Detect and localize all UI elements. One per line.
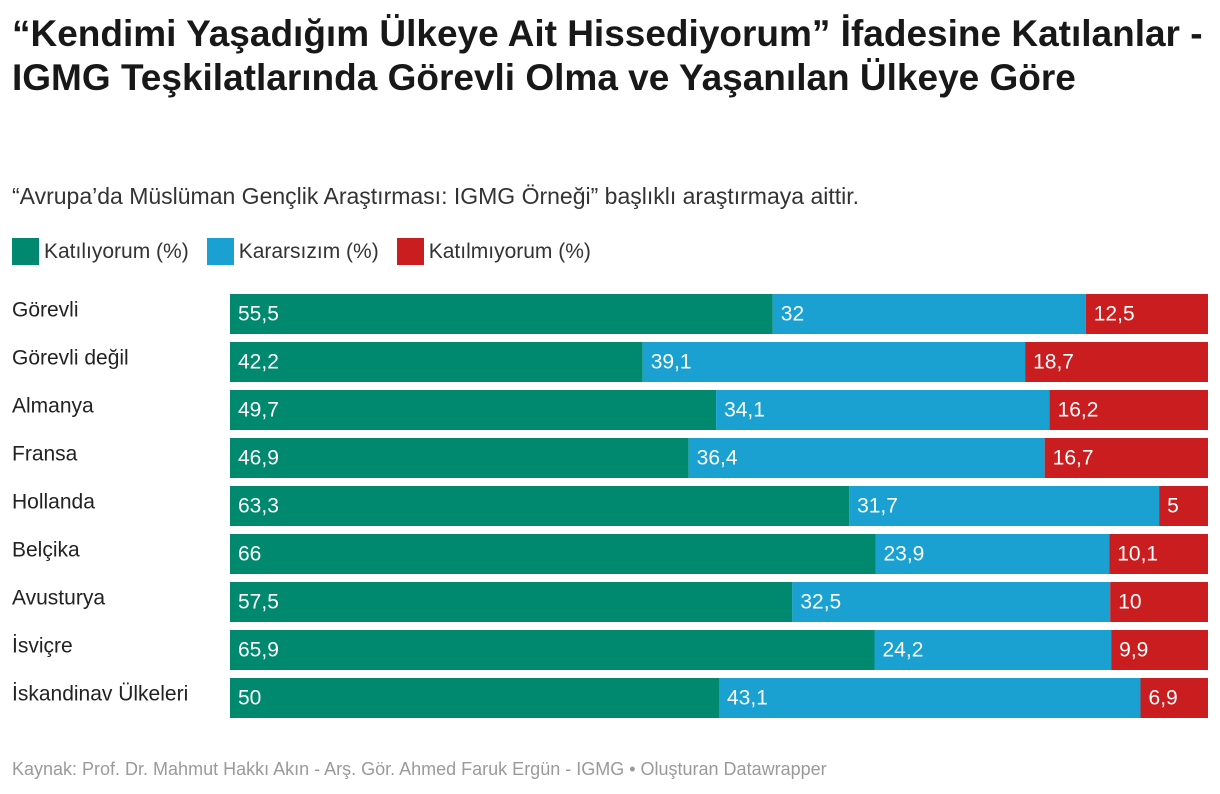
bar-segment-avusturya-s2 — [1110, 582, 1208, 622]
bar-segment-avusturya-s1 — [792, 582, 1111, 622]
category-label-iskandinav-ulkeleri: İskandinav Ülkeleri — [12, 683, 188, 706]
chart-title: “Kendimi Yaşadığım Ülkeye Ait Hissediyor… — [12, 13, 1203, 98]
bar-segment-gorevli-degil-s2 — [1025, 342, 1208, 382]
bar-segment-hollanda-s2 — [1159, 486, 1208, 526]
legend-label-disagree: Katılmıyorum (%) — [428, 239, 591, 263]
value-label-almanya-s2: 16,2 — [1058, 399, 1099, 422]
bar-segment-fransa-s0 — [230, 438, 689, 478]
value-label-hollanda-s2: 5 — [1167, 495, 1179, 518]
value-label-isvicre-s0: 65,9 — [238, 639, 279, 662]
value-label-belcika-s1: 23,9 — [883, 543, 924, 566]
legend-item-agree: Katılıyorum (%) — [12, 238, 189, 265]
bar-segment-isvicre-s0 — [230, 630, 875, 670]
value-label-avusturya-s1: 32,5 — [800, 591, 841, 614]
category-label-belcika: Belçika — [12, 539, 80, 562]
legend-swatch-undecided — [206, 238, 234, 265]
category-label-avusturya: Avusturya — [12, 587, 105, 610]
value-label-fransa-s1: 36,4 — [697, 447, 738, 470]
value-label-gorevli-s2: 12,5 — [1094, 303, 1135, 326]
category-label-fransa: Fransa — [12, 443, 78, 466]
value-label-gorevli-s0: 55,5 — [238, 303, 279, 326]
bar-segment-isvicre-s2 — [1111, 630, 1208, 670]
legend-swatch-disagree — [396, 238, 424, 265]
legend-swatch-agree — [12, 238, 39, 265]
legend-item-disagree: Katılmıyorum (%) — [396, 238, 591, 265]
value-label-isvicre-s2: 9,9 — [1119, 639, 1148, 662]
category-label-gorevli-degil: Görevli değil — [12, 347, 129, 370]
category-label-almanya: Almanya — [12, 395, 94, 418]
value-label-fransa-s0: 46,9 — [238, 447, 279, 470]
value-label-hollanda-s0: 63,3 — [238, 495, 279, 518]
legend-item-undecided: Kararsızım (%) — [206, 238, 379, 265]
bar-segment-belcika-s2 — [1109, 534, 1208, 574]
value-label-hollanda-s1: 31,7 — [857, 495, 898, 518]
bar-segment-fransa-s1 — [688, 438, 1045, 478]
bar-segment-hollanda-s0 — [230, 486, 850, 526]
bar-segment-gorevli-degil-s0 — [230, 342, 643, 382]
bar-segment-almanya-s2 — [1049, 390, 1208, 430]
value-label-gorevli-degil-s2: 18,7 — [1033, 351, 1074, 374]
legend-label-agree: Katılıyorum (%) — [44, 239, 189, 263]
category-label-gorevli: Görevli — [12, 299, 79, 322]
bar-segment-avusturya-s0 — [230, 582, 793, 622]
bar-segment-iskandinav-ulkeleri-s1 — [719, 678, 1141, 718]
value-label-gorevli-degil-s0: 42,2 — [238, 351, 279, 374]
bar-segment-gorevli-s2 — [1085, 294, 1208, 334]
category-label-hollanda: Hollanda — [12, 491, 95, 514]
value-label-almanya-s0: 49,7 — [238, 399, 279, 422]
bar-segment-gorevli-s0 — [230, 294, 773, 334]
value-label-fransa-s2: 16,7 — [1053, 447, 1094, 470]
bar-segment-fransa-s2 — [1044, 438, 1208, 478]
value-label-gorevli-s1: 32 — [781, 303, 804, 326]
value-label-iskandinav-ulkeleri-s0: 50 — [238, 687, 261, 710]
value-label-almanya-s1: 34,1 — [724, 399, 765, 422]
bar-segment-almanya-s0 — [230, 390, 717, 430]
value-label-avusturya-s0: 57,5 — [238, 591, 279, 614]
legend: Katılıyorum (%) Kararsızım (%) Katılmıyo… — [12, 238, 609, 265]
bar-segment-iskandinav-ulkeleri-s2 — [1140, 678, 1208, 718]
value-label-belcika-s0: 66 — [238, 543, 261, 566]
bar-segment-iskandinav-ulkeleri-s0 — [230, 678, 719, 718]
bar-segment-belcika-s1 — [875, 534, 1110, 574]
value-label-iskandinav-ulkeleri-s2: 6,9 — [1149, 687, 1178, 710]
source-footer: Kaynak: Prof. Dr. Mahmut Hakkı Akın - Ar… — [12, 759, 827, 779]
bar-segment-hollanda-s1 — [849, 486, 1160, 526]
bar-segment-gorevli-degil-s1 — [642, 342, 1026, 382]
value-label-gorevli-degil-s1: 39,1 — [651, 351, 692, 374]
bar-segment-belcika-s0 — [230, 534, 876, 574]
bar-segment-isvicre-s1 — [874, 630, 1112, 670]
bar-segment-almanya-s1 — [716, 390, 1050, 430]
value-label-isvicre-s1: 24,2 — [883, 639, 924, 662]
category-label-isvicre: İsviçre — [12, 635, 73, 658]
chart-subtitle: “Avrupa’da Müslüman Gençlik Araştırması:… — [12, 183, 860, 209]
value-label-belcika-s2: 10,1 — [1117, 543, 1158, 566]
value-label-iskandinav-ulkeleri-s1: 43,1 — [727, 687, 768, 710]
legend-label-undecided: Kararsızım (%) — [238, 239, 379, 263]
bar-segment-gorevli-s1 — [772, 294, 1086, 334]
value-label-avusturya-s2: 10 — [1118, 591, 1141, 614]
